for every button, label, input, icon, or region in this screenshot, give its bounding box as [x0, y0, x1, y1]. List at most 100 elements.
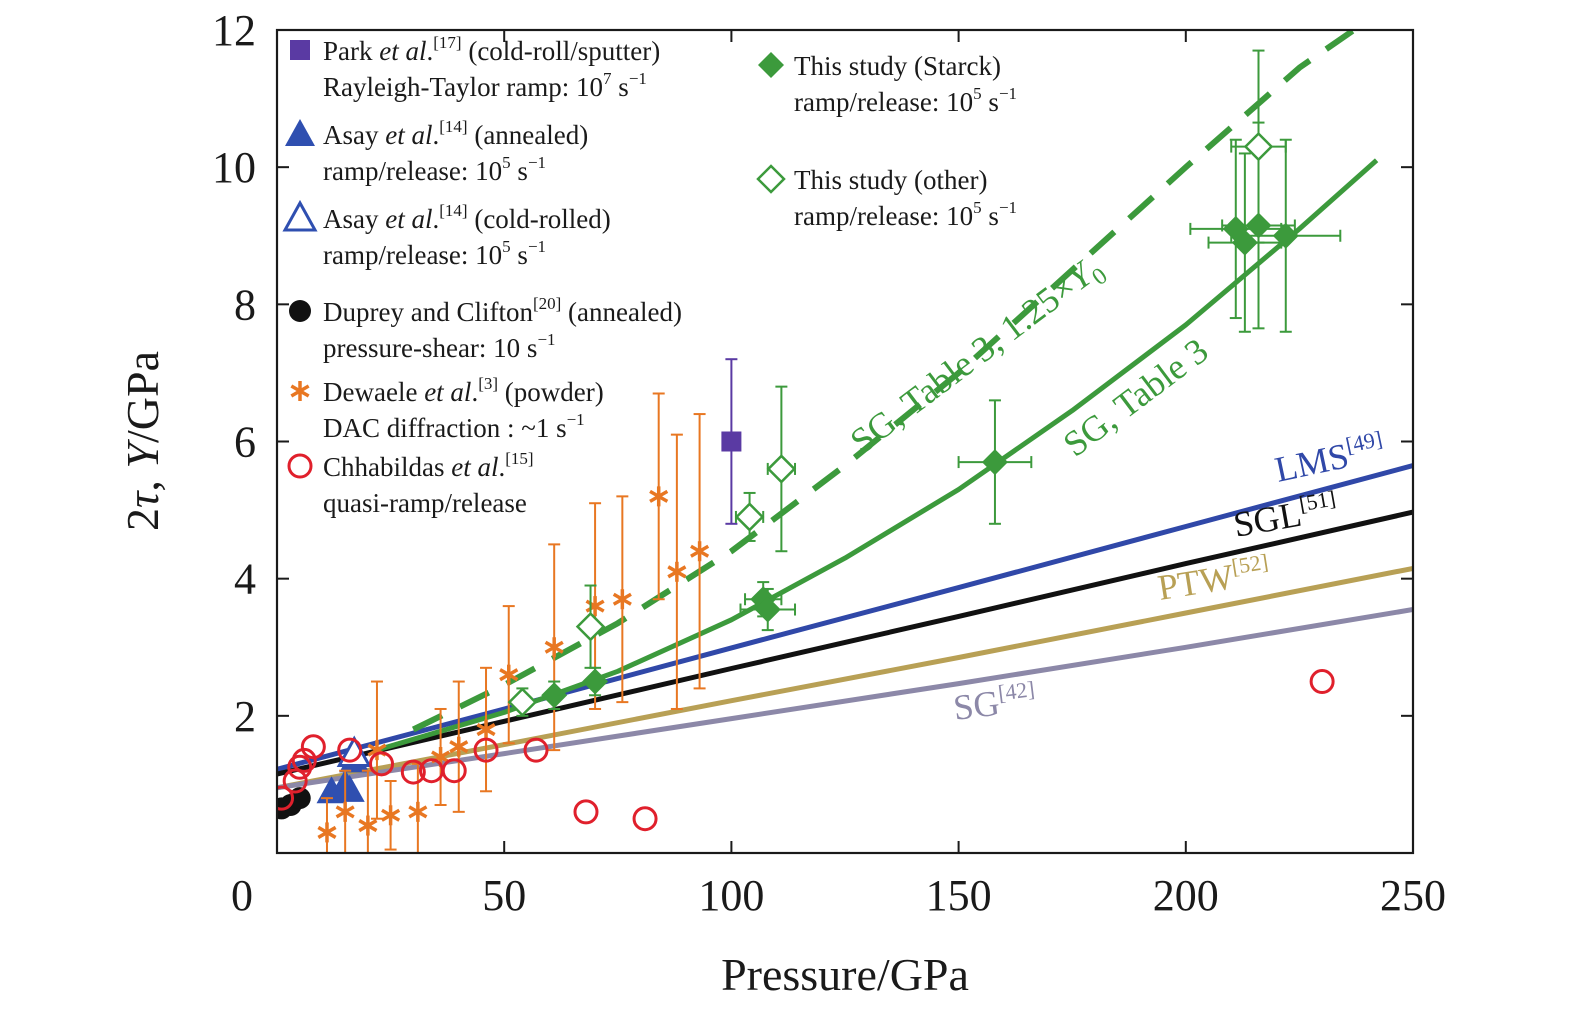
legend-label: Asay et al.[14] (cold-rolled): [323, 201, 611, 234]
data-point: [981, 449, 1008, 476]
legend-text-part: (annealed): [561, 297, 682, 327]
legend-text-part: Asay: [323, 120, 385, 150]
y-axis-title-part: /GPa: [117, 351, 168, 443]
y-tick-label: 8: [234, 280, 256, 329]
data-point: [449, 740, 469, 754]
legend-text-part: −1: [528, 153, 546, 172]
data-point: [408, 805, 428, 819]
legend-sublabel: ramp/release: 105 s−1: [794, 198, 1017, 231]
legend-marker: [285, 119, 315, 146]
data-point: [1272, 222, 1299, 249]
curve-label-ptw: PTW[52]: [1155, 549, 1273, 608]
data-point: [667, 565, 687, 579]
curve-label-ref: [42]: [997, 676, 1036, 705]
data-point: [1309, 669, 1335, 695]
data-point: [473, 737, 499, 763]
legend-text-part: et al: [379, 36, 426, 66]
data-point: [507, 687, 538, 717]
legend: Park et al.[17] (cold-roll/sputter)Rayle…: [282, 33, 1017, 518]
legend-text-part: 5: [502, 237, 511, 256]
x-tick-label: 200: [1153, 871, 1219, 920]
curve-label-sg42: SG[42]: [951, 676, 1038, 728]
curve-label-sg-table3: SG, Table 3: [1056, 330, 1216, 464]
axis-ticks: 0 50 100 150 200 250 2 4 6 8 10 12: [212, 6, 1446, 920]
series-chhabildas: [277, 669, 1335, 832]
curve-label-ref: [52]: [1230, 549, 1270, 579]
data-point: [337, 737, 363, 763]
legend-text-part: −1: [629, 69, 647, 88]
curve-label-text: LMS: [1271, 435, 1352, 490]
data-point: [300, 734, 326, 760]
curve-label-ref: [49]: [1343, 426, 1384, 458]
data-point: [766, 454, 797, 484]
data-point: [1243, 131, 1274, 162]
legend-text-part: −1: [999, 198, 1017, 217]
data-point: [582, 668, 609, 695]
curve-sg-table3-125: [411, 30, 1356, 733]
model-curves: [277, 30, 1413, 791]
data-point: [721, 431, 742, 452]
legend-marker: [290, 384, 310, 398]
legend-text-part: Chhabildas: [323, 452, 451, 482]
legend-item-dewaele: Dewaele et al.[3] (powder)DAC diffractio…: [290, 374, 604, 443]
legend-label: This study (Starck): [794, 51, 1001, 81]
legend-sublabel: ramp/release: 105 s−1: [323, 153, 546, 186]
legend-text-part: −1: [537, 330, 555, 349]
curve-lms: [277, 463, 1413, 772]
legend-text-part: s: [612, 72, 629, 102]
data-point: [287, 754, 313, 780]
data-point: [585, 599, 605, 613]
data-points: [277, 49, 1342, 853]
series-starck: [541, 121, 1342, 710]
legend-text-part: [17]: [433, 33, 461, 52]
data-point: [431, 750, 451, 764]
legend-text-part: Rayleigh-Taylor ramp: 10: [323, 72, 603, 102]
curve-label-sgl: SGL[51]: [1230, 485, 1340, 545]
legend-text-part: Dewaele: [323, 377, 424, 407]
legend-text-part: (cold-rolled): [468, 204, 611, 234]
data-point: [277, 785, 295, 811]
legend-text-part: [3]: [478, 374, 498, 393]
legend-text-part: s: [511, 240, 528, 270]
legend-text-part: .: [433, 204, 440, 234]
legend-text-part: −1: [567, 410, 585, 429]
legend-marker: [758, 52, 784, 78]
legend-text-part: quasi-ramp/release: [323, 488, 527, 518]
y-tick-label: 12: [212, 6, 256, 55]
legend-item-park: Park et al.[17] (cold-roll/sputter)Rayle…: [290, 33, 660, 102]
data-point: [317, 825, 337, 839]
x-tick-label: 0: [231, 871, 253, 920]
legend-text-part: 7: [603, 69, 612, 88]
legend-text-part: −1: [528, 237, 546, 256]
curve-label-text: SG, Table 3, 1.25×: [843, 266, 1084, 461]
data-point: [335, 805, 355, 819]
legend-sublabel: quasi-ramp/release: [323, 488, 527, 518]
data-point: [649, 489, 669, 503]
legend-sublabel: DAC diffraction : ~1 s−1: [323, 410, 585, 443]
y-tick-label: 2: [234, 692, 256, 741]
y-axis-title-part: 2: [117, 508, 168, 531]
y-tick-label: 10: [212, 143, 256, 192]
legend-sublabel: Rayleigh-Taylor ramp: 107 s−1: [323, 69, 647, 102]
legend-item-chhabildas: Chhabildas et al.[15] quasi-ramp/release: [287, 449, 534, 518]
data-point: [499, 668, 519, 682]
data-point: [632, 806, 658, 832]
data-point: [369, 751, 395, 777]
legend-item-duprey: Duprey and Clifton[20] (annealed)pressur…: [289, 294, 682, 363]
data-point: [476, 723, 496, 737]
legend-text-part: .: [433, 120, 440, 150]
legend-text-part: This study (other): [794, 165, 987, 195]
legend-item-other: This study (other)ramp/release: 105 s−1: [756, 164, 1017, 231]
legend-text-part: et al: [424, 377, 471, 407]
x-tick-label: 250: [1380, 871, 1446, 920]
data-point: [334, 774, 365, 802]
y-axis-title-part: ,: [117, 469, 168, 492]
legend-text-part: (powder): [498, 377, 604, 407]
data-point: [282, 768, 308, 794]
y-axis-title: 2τ, Y/GPa: [117, 351, 168, 531]
legend-marker: [287, 453, 313, 479]
legend-marker: [290, 40, 310, 60]
legend-text-part: s: [982, 201, 999, 231]
legend-text-part: et al: [385, 120, 432, 150]
